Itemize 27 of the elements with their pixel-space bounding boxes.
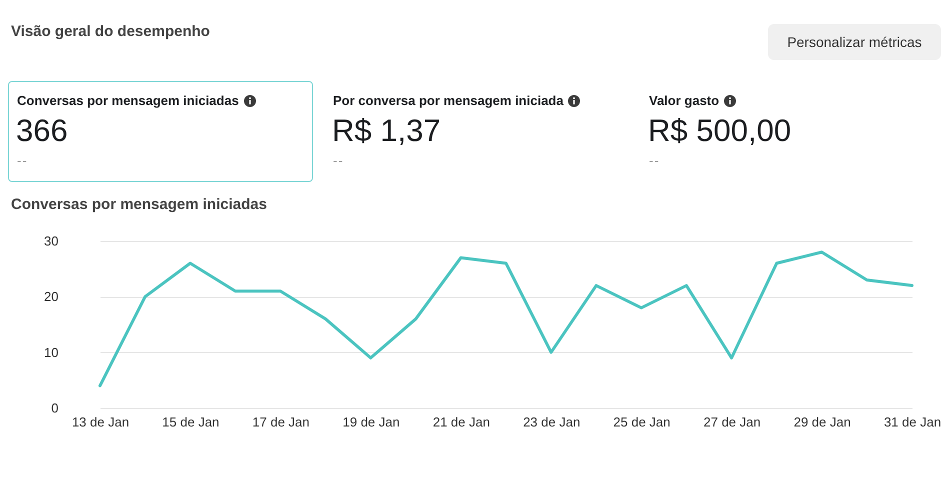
text: -- xyxy=(649,153,660,168)
text: -- xyxy=(17,153,28,168)
y-tick-label: 30 xyxy=(44,234,58,248)
x-tick-label: 27 de Jan xyxy=(704,414,761,430)
text: R$ 1,37 xyxy=(332,113,441,149)
y-tick-label: 10 xyxy=(44,344,58,360)
text: 366 xyxy=(16,113,68,149)
x-tick-label: 31 de Jan xyxy=(884,414,942,430)
text: Visão geral do desempenho xyxy=(11,23,210,41)
text: R$ 500,00 xyxy=(648,113,792,149)
text: Por conversa por mensagem iniciada xyxy=(333,93,564,109)
x-tick-label: 15 de Jan xyxy=(162,414,220,430)
x-tick-label: 21 de Jan xyxy=(432,414,490,430)
line-series xyxy=(98,250,914,388)
button[interactable]: Personalizar métricas xyxy=(768,24,941,60)
y-tick-label: 20 xyxy=(44,289,58,304)
x-tick-label: 29 de Jan xyxy=(794,414,851,430)
chart-title: Conversas por mensagem iniciadas xyxy=(11,196,267,214)
x-tick-label: 25 de Jan xyxy=(613,414,670,430)
x-tick-label: 17 de Jan xyxy=(252,414,310,430)
text: Conversas por mensagem iniciadas xyxy=(17,93,239,109)
x-tick-label: 23 de Jan xyxy=(523,414,580,430)
y-tick-label: 0 xyxy=(51,400,58,416)
text: Valor gasto xyxy=(649,93,720,109)
x-tick-label: 13 de Jan xyxy=(72,414,130,430)
x-tick-label: 19 de Jan xyxy=(342,414,400,430)
text: -- xyxy=(333,153,344,168)
